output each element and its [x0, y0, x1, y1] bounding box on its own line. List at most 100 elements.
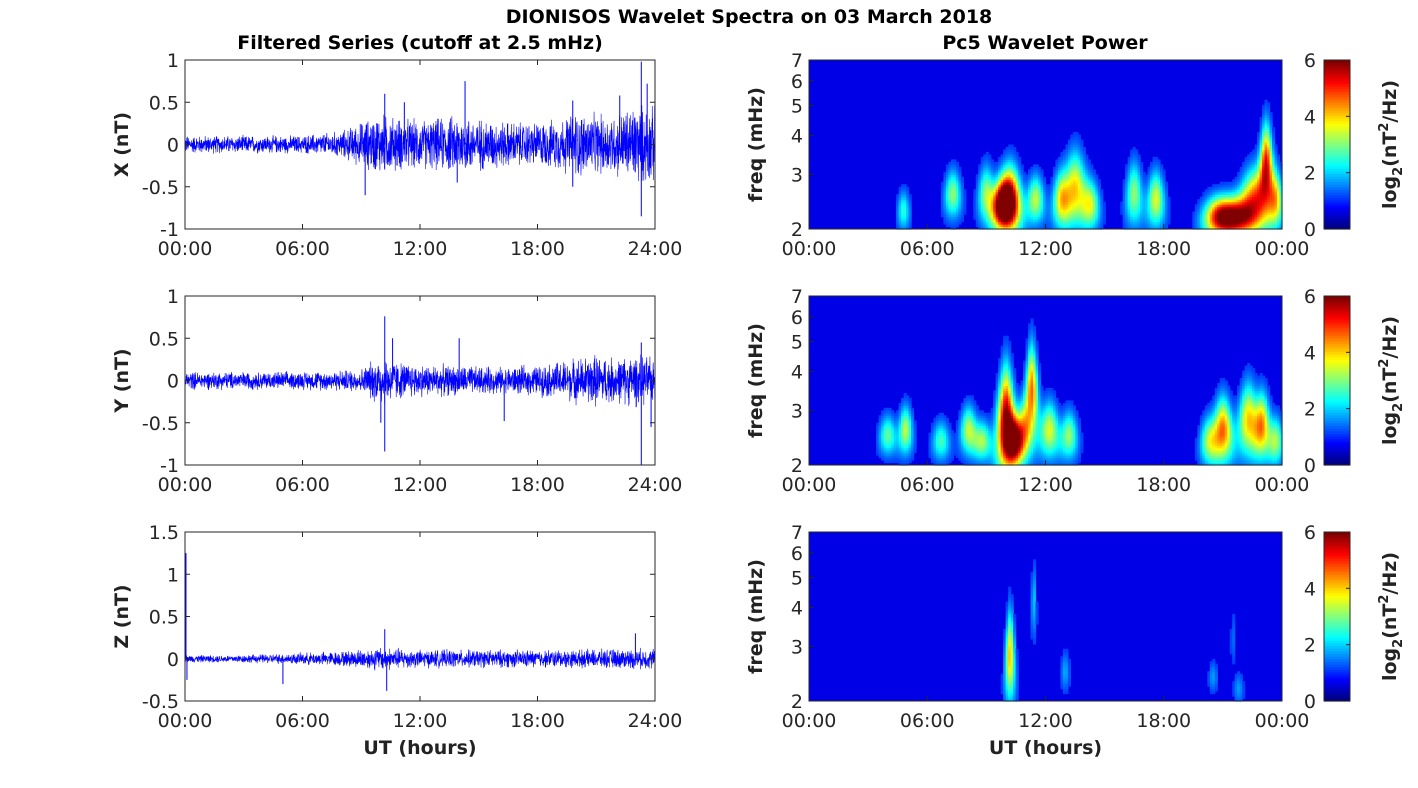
- heatmap-cell: [1047, 184, 1052, 188]
- heatmap-cell: [1217, 211, 1221, 215]
- heatmap-cell: [1277, 206, 1281, 210]
- heatmap-cell: [1025, 410, 1029, 414]
- heatmap-cell: [1020, 176, 1024, 180]
- heatmap-cell: [1013, 189, 1017, 193]
- heatmap-cell: [1125, 199, 1129, 203]
- heatmap-cell: [1052, 221, 1057, 225]
- heatmap-cell: [1257, 134, 1261, 138]
- heatmap-cell: [965, 440, 969, 444]
- heatmap-cell: [968, 427, 972, 431]
- heatmap-cell: [1142, 194, 1146, 198]
- heatmap-cell: [1025, 390, 1029, 394]
- heatmap-cell: [980, 412, 984, 416]
- heatmap-cell: [973, 437, 977, 441]
- heatmap-cell: [1082, 154, 1086, 158]
- heatmap-cell: [998, 385, 1002, 389]
- heatmap-cell: [1259, 214, 1263, 218]
- heatmap-cell: [1045, 226, 1049, 230]
- heatmap-cell: [1122, 216, 1126, 220]
- heatmap-cell: [1003, 191, 1007, 195]
- heatmap-cell: [1025, 405, 1029, 409]
- heatmap-cell: [1072, 179, 1076, 183]
- heatmap-cell: [1157, 159, 1161, 163]
- heatmap-cell: [1010, 206, 1014, 210]
- heatmap-cell: [998, 373, 1002, 377]
- heatmap-cell: [1015, 176, 1019, 180]
- heatmap-cell: [1005, 179, 1009, 183]
- heatmap-cell: [1254, 169, 1258, 173]
- heatmap-cell: [1157, 226, 1161, 230]
- heatmap-cell: [876, 425, 880, 429]
- heatmap-cell: [978, 430, 982, 434]
- heatmap-cell: [1080, 142, 1084, 146]
- heatmap-cell: [988, 417, 992, 421]
- heatmap-cell: [1102, 216, 1106, 220]
- heatmap-cell: [985, 211, 989, 215]
- heatmap-cell: [1150, 219, 1154, 223]
- heatmap-cell: [955, 211, 959, 215]
- heatmap-cell: [1125, 219, 1129, 223]
- heatmap-cell: [1028, 350, 1032, 354]
- heatmap-cell: [883, 420, 887, 424]
- heatmap-cell: [995, 194, 999, 198]
- heatmap-cell: [1090, 199, 1094, 203]
- heatmap-cell: [1003, 455, 1007, 459]
- heatmap-cell: [1075, 149, 1079, 153]
- heatmap-cell: [1008, 161, 1012, 165]
- heatmap-cell: [1000, 161, 1004, 165]
- heatmap-cell: [1070, 211, 1074, 215]
- heatmap-cell: [960, 457, 964, 461]
- heatmap-cell: [1247, 224, 1251, 228]
- heatmap-cell: [1060, 194, 1064, 198]
- heatmap-cell: [1237, 201, 1241, 205]
- heatmap-cell: [958, 221, 962, 225]
- heatmap-cell: [1095, 226, 1099, 230]
- heatmap-cell: [1125, 186, 1129, 190]
- heatmap-cell: [990, 447, 994, 451]
- heatmap-cell: [1080, 146, 1084, 151]
- heatmap-cell: [1244, 221, 1248, 225]
- heatmap-cell: [948, 437, 952, 441]
- heatmap-cell: [1013, 450, 1017, 454]
- heatmap-cell: [940, 455, 945, 459]
- heatmap-cell: [960, 204, 964, 208]
- heatmap-cell: [970, 450, 974, 454]
- heatmap-cell: [1137, 199, 1141, 203]
- heatmap-cell: [1249, 209, 1253, 213]
- heatmap-cell: [1264, 156, 1268, 161]
- heatmap-cell: [935, 427, 940, 431]
- heatmap-cell: [1160, 179, 1164, 183]
- heatmap-cell: [963, 460, 967, 464]
- heatmap-cell: [933, 432, 937, 436]
- heatmap-cell: [1279, 161, 1283, 165]
- heatmap-cell: [1010, 435, 1014, 439]
- heatmap-cell: [891, 425, 895, 429]
- heatmap-cell: [1262, 216, 1266, 220]
- heatmap-cell: [965, 460, 969, 464]
- heatmap-cell: [906, 194, 910, 198]
- heatmap-cell: [878, 445, 882, 449]
- heatmap-cell: [1229, 211, 1233, 215]
- heatmap-cell: [1010, 460, 1014, 464]
- heatmap-cell: [993, 417, 997, 421]
- heatmap-cell: [1015, 194, 1019, 198]
- heatmap-cell: [1000, 387, 1004, 392]
- heatmap-cell: [1132, 149, 1136, 153]
- heatmap-cell: [1267, 137, 1271, 141]
- heatmap-cell: [953, 199, 957, 203]
- heatmap-cell: [1259, 201, 1263, 205]
- heatmap-cell: [1043, 189, 1047, 193]
- heatmap-cell: [990, 432, 994, 436]
- heatmap-cell: [1005, 186, 1009, 190]
- heatmap-cell: [950, 159, 954, 163]
- heatmap-cell: [1003, 154, 1007, 158]
- heatmap-cell: [906, 462, 910, 466]
- heatmap-cell: [943, 452, 947, 456]
- heatmap-cell: [975, 221, 979, 225]
- heatmap-cell: [990, 422, 994, 426]
- heatmap-cell: [1085, 209, 1089, 213]
- heatmap-cell: [911, 440, 915, 444]
- heatmap-cell: [998, 447, 1002, 451]
- heatmap-cell: [965, 457, 969, 461]
- colorbar-tick-label: 6: [1304, 50, 1316, 72]
